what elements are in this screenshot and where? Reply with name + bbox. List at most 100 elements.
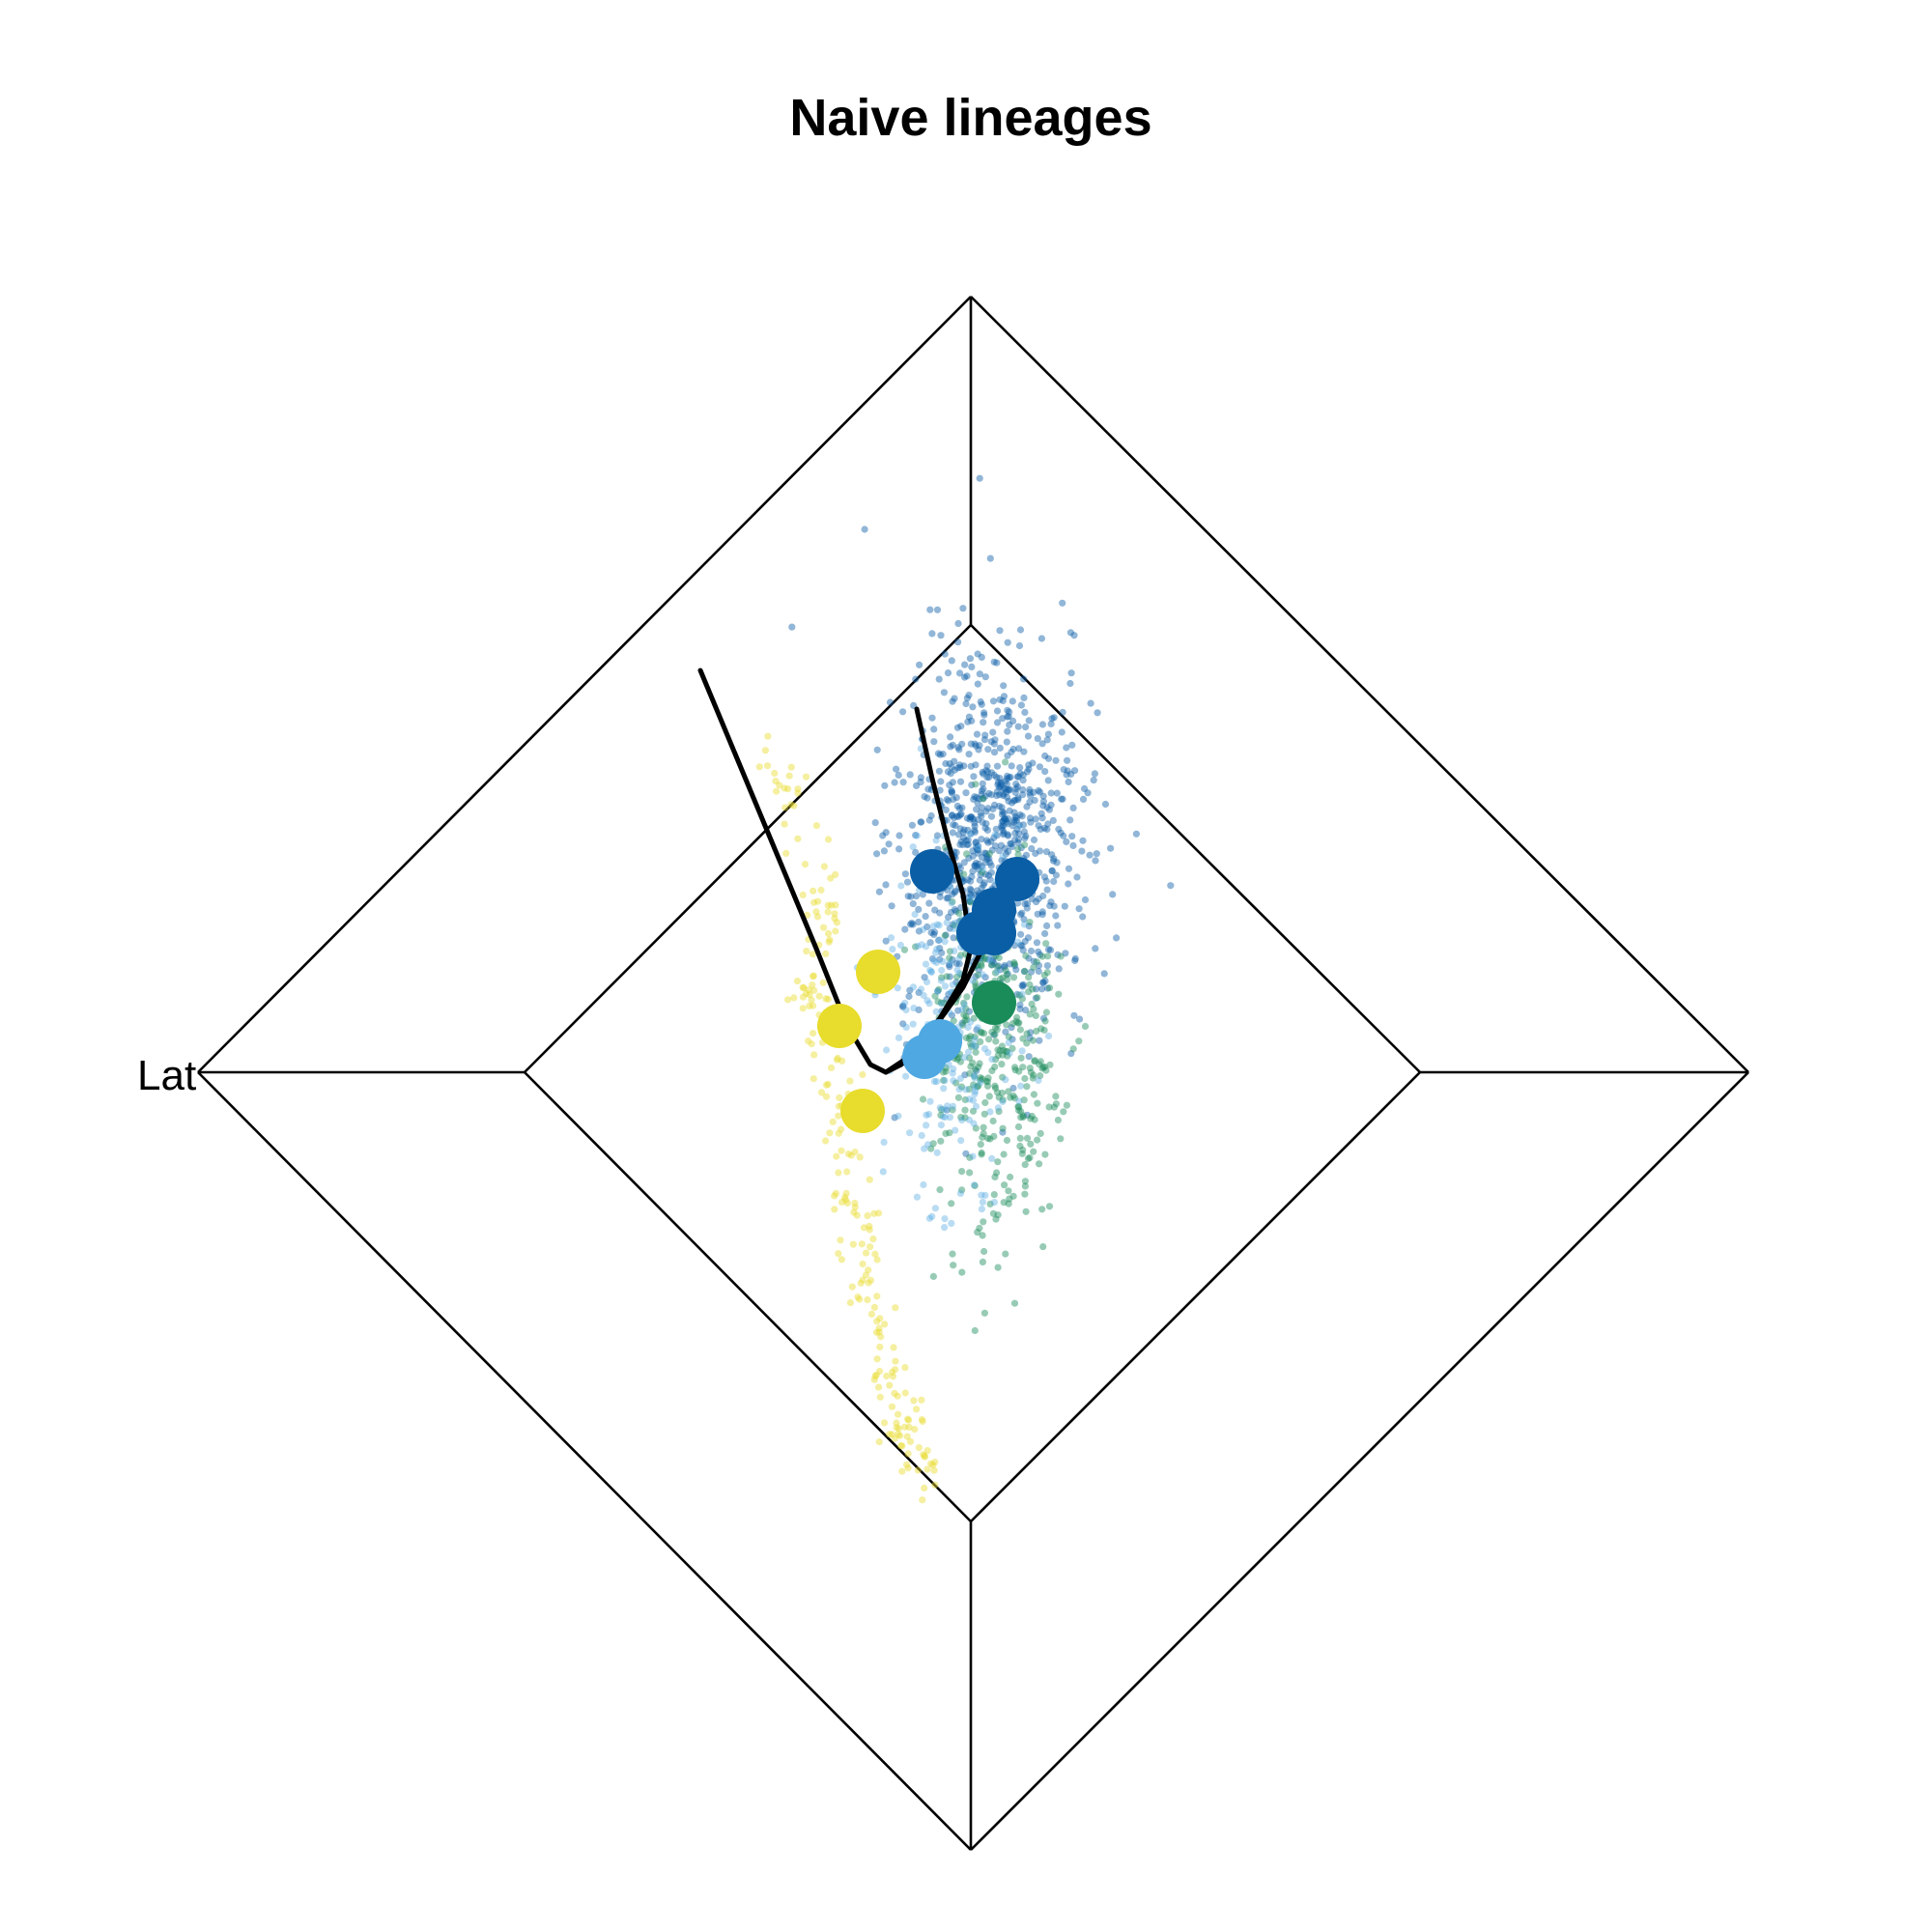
cell-point-blue (937, 632, 945, 639)
cell-point-lightblue (964, 1023, 972, 1032)
cell-point-blue (966, 885, 974, 893)
cell-point-yellow (755, 763, 763, 771)
cell-point-green (960, 999, 968, 1007)
cell-point-green (999, 1096, 1007, 1104)
cell-point-blue (1019, 980, 1028, 988)
cell-point-yellow (904, 1415, 912, 1423)
cell-point-blue (1021, 900, 1029, 908)
cell-point-blue (1016, 770, 1024, 778)
cell-point-green (993, 963, 1002, 971)
cell-point-green (978, 1029, 985, 1037)
cell-point-blue (971, 862, 979, 869)
cell-point-blue (1008, 762, 1015, 770)
cell-point-blue (1005, 814, 1012, 823)
cell-point-blue (1065, 865, 1073, 872)
cell-point-blue (1038, 721, 1046, 728)
cell-point-blue (984, 955, 992, 963)
cell-point-blue (1043, 886, 1051, 894)
cell-point-blue (1003, 793, 1011, 801)
cell-point-yellow (831, 1192, 838, 1200)
cell-point-blue (1027, 792, 1035, 800)
cell-point-green (929, 1272, 938, 1280)
cell-point-blue (1035, 967, 1042, 976)
cell-point-yellow (893, 1419, 900, 1427)
cell-point-blue (1071, 954, 1079, 963)
cell-point-blue (1058, 795, 1065, 803)
cell-point-yellow (883, 1372, 891, 1380)
cell-point-blue (996, 627, 1004, 635)
cell-point-blue (990, 771, 998, 780)
cell-point-blue (1091, 770, 1098, 778)
cell-point-blue (953, 724, 962, 731)
cell-point-blue (1017, 911, 1025, 919)
cell-point-blue (1009, 745, 1017, 753)
cell-point-blue (1044, 730, 1052, 738)
cell-point-blue (999, 696, 1007, 705)
cell-point-lightblue (938, 1000, 946, 1008)
cell-point-green (1060, 1108, 1067, 1116)
cell-point-blue (956, 669, 964, 677)
cell-point-lightblue (988, 1056, 996, 1064)
cell-point-green (961, 1095, 969, 1104)
cell-point-green (943, 973, 951, 980)
cell-point-blue (1020, 968, 1028, 976)
cell-point-blue (915, 927, 923, 935)
cell-point-green (961, 1016, 969, 1024)
cell-point-lightblue (932, 837, 940, 844)
cell-point-blue (1107, 844, 1115, 852)
cell-point-blue (1062, 950, 1069, 957)
cell-point-yellow (890, 1344, 897, 1351)
cell-point-blue (1057, 829, 1065, 837)
cell-point-green (958, 1168, 966, 1176)
cell-point-lightblue (958, 1006, 966, 1013)
cell-point-green (980, 955, 988, 963)
cluster-center-blue (972, 911, 1016, 955)
cell-point-blue (1008, 748, 1015, 756)
cell-point-blue (934, 750, 943, 757)
cell-point-yellow (901, 1364, 909, 1372)
cell-point-yellow (833, 1056, 841, 1064)
cell-point-green (958, 1186, 966, 1194)
cell-point-green (1021, 967, 1029, 976)
cell-point-green (999, 1124, 1007, 1132)
cell-point-yellow (808, 1040, 815, 1048)
cell-point-blue (1000, 693, 1009, 700)
cell-point-yellow (810, 887, 817, 895)
cell-point-blue (973, 1026, 980, 1034)
cell-point-green (995, 953, 1003, 962)
cell-point-blue (998, 822, 1006, 830)
cell-point-blue (980, 770, 987, 778)
cell-point-green (1046, 1061, 1054, 1068)
cell-point-blue (899, 708, 907, 716)
cell-point-blue (1026, 814, 1035, 822)
cell-point-blue (982, 808, 990, 815)
cell-point-blue (1005, 832, 1012, 839)
cell-point-blue (981, 792, 989, 800)
cell-point-blue (1053, 789, 1061, 797)
cell-point-green (1015, 991, 1024, 999)
cell-point-blue (1002, 815, 1009, 824)
cell-point-blue (974, 815, 982, 824)
cell-point-lightblue (1005, 1038, 1012, 1047)
cell-point-lightblue (894, 984, 901, 992)
cell-point-green (987, 961, 996, 969)
cell-point-blue (1113, 934, 1121, 942)
cell-point-green (935, 985, 943, 993)
cell-point-blue (966, 815, 974, 823)
cell-point-blue (954, 764, 962, 772)
cell-point-green (1022, 952, 1030, 960)
cell-point-yellow (817, 1089, 826, 1096)
cell-point-blue (1086, 851, 1094, 859)
cell-point-yellow (828, 901, 836, 909)
cell-point-blue (949, 779, 957, 786)
cell-point-yellow (892, 1366, 899, 1374)
cell-point-blue (962, 789, 970, 797)
cell-point-lightblue (926, 1097, 934, 1105)
cell-point-yellow (772, 778, 780, 785)
cell-point-blue (1042, 877, 1050, 885)
cell-point-blue (983, 853, 991, 861)
cell-point-lightblue (1018, 990, 1026, 998)
cell-point-green (976, 1060, 983, 1067)
cell-point-blue (1028, 844, 1036, 853)
cell-point-blue (944, 768, 952, 776)
